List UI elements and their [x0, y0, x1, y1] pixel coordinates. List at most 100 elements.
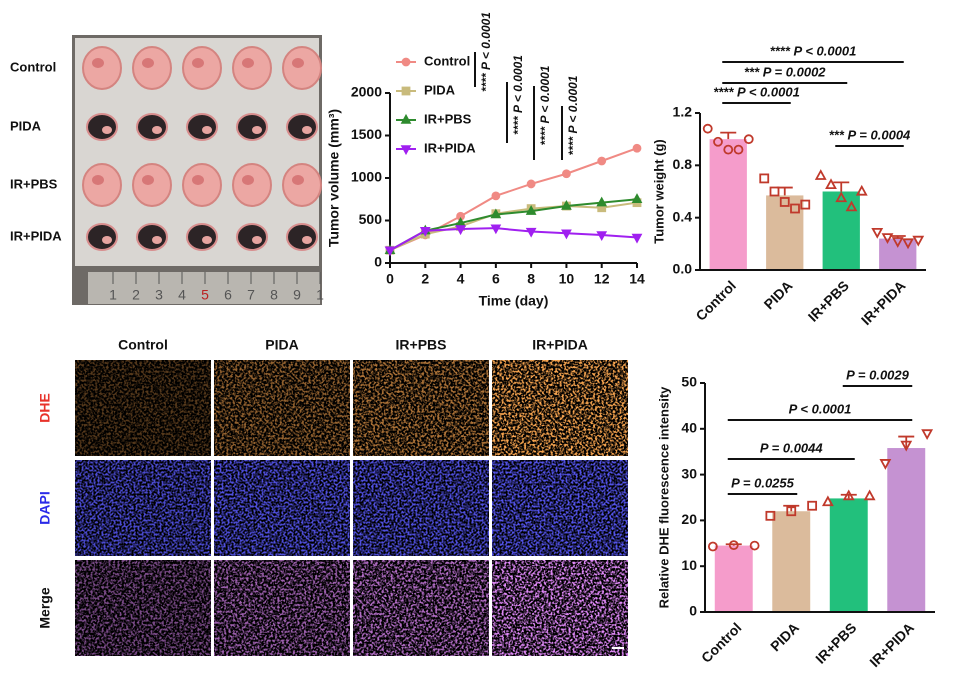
- bar: [714, 545, 753, 612]
- row-label: DHE: [37, 393, 53, 423]
- micrograph: [75, 360, 211, 456]
- y-tick-label: 1500: [351, 126, 382, 142]
- tumor-spot: [102, 236, 112, 244]
- data-point: [728, 540, 739, 551]
- tumor-spot: [292, 175, 304, 185]
- y-tick-label: 0.8: [673, 156, 693, 172]
- micrograph: [75, 460, 211, 556]
- tumor-spot: [152, 236, 162, 244]
- x-tick-label: Control: [698, 619, 745, 666]
- data-point: [525, 205, 537, 215]
- y-tick-label: 10: [681, 557, 697, 573]
- data-point: [891, 237, 904, 248]
- data-point: [779, 197, 790, 207]
- tumor-spot: [242, 175, 254, 185]
- data-point: [419, 226, 431, 237]
- tumor-spot: [202, 126, 212, 134]
- bar: [766, 195, 804, 270]
- tumor-spot: [92, 58, 104, 68]
- tumor-spot: [92, 175, 104, 185]
- error-bar: [833, 181, 850, 192]
- significance-label: *** P = 0.0004: [829, 127, 911, 142]
- tumor-spot: [202, 236, 212, 244]
- data-point: [863, 489, 876, 501]
- x-tick-label: 12: [594, 271, 610, 287]
- legend-marker: [400, 113, 412, 124]
- error-bar: [776, 186, 793, 196]
- tumor: [232, 46, 272, 90]
- tumor-spot: [192, 175, 204, 185]
- tumor: [82, 163, 122, 207]
- data-point: [596, 196, 608, 207]
- data-point: [526, 179, 536, 189]
- row-label: IR+PIDA: [10, 228, 62, 243]
- y-axis-label: Tumor volume (mm³): [326, 109, 342, 247]
- significance-label: P = 0.0044: [760, 440, 824, 455]
- ruler-label: 3: [155, 287, 163, 303]
- series-line: [389, 201, 638, 252]
- tumor: [132, 46, 172, 90]
- significance-label: *** P = 0.0002: [744, 64, 826, 79]
- micrograph: [492, 360, 628, 456]
- significance-label: **** P < 0.0001: [479, 12, 493, 92]
- micrograph: [214, 360, 350, 456]
- tumor: [86, 113, 118, 141]
- data-point: [902, 238, 914, 250]
- tumor: [232, 163, 272, 207]
- significance-label: **** P < 0.0001: [511, 55, 525, 135]
- x-tick-label: 2: [421, 271, 429, 287]
- ruler-label: 5: [201, 287, 209, 303]
- significance-label: **** P < 0.0001: [538, 65, 552, 145]
- tumor-spot: [102, 126, 112, 134]
- bar: [709, 139, 747, 270]
- tumor-spot: [302, 126, 312, 134]
- x-tick-label: 0: [386, 271, 394, 287]
- data-point: [455, 216, 466, 227]
- data-point: [855, 184, 868, 196]
- data-point: [769, 186, 780, 197]
- tumor: [136, 223, 168, 251]
- x-axis-label: Time (day): [479, 293, 549, 309]
- data-point: [881, 233, 894, 244]
- x-tick-label: 8: [527, 271, 535, 287]
- row-label: IR+PBS: [10, 176, 58, 191]
- legend-label: IR+PBS: [424, 111, 472, 126]
- ruler-label: 6: [224, 287, 232, 303]
- x-tick-label: IR+PBS: [805, 277, 852, 324]
- tumor: [286, 113, 318, 141]
- micrograph: [214, 460, 350, 556]
- data-point: [490, 208, 502, 219]
- y-axis-label: Relative DHE fluorescence intensity: [656, 386, 671, 609]
- bar: [829, 498, 868, 612]
- tumor: [236, 223, 268, 251]
- data-point: [807, 500, 818, 511]
- ruler-label: 2: [132, 287, 140, 303]
- micrograph: [492, 560, 628, 656]
- x-tick-label: PIDA: [761, 277, 796, 312]
- tumor: [236, 113, 268, 141]
- data-point: [821, 495, 834, 507]
- data-point: [733, 144, 744, 155]
- y-tick-label: 40: [681, 420, 697, 436]
- ruler-label: 7: [247, 287, 255, 303]
- column-label: IR+PBS: [396, 337, 447, 353]
- y-tick-label: 1.2: [673, 104, 693, 120]
- data-point: [900, 440, 913, 452]
- micrograph: [353, 360, 489, 456]
- tumor-spot: [142, 58, 154, 68]
- y-tick-label: 2000: [351, 84, 382, 100]
- column-label: Control: [118, 337, 168, 353]
- ruler-label: 8: [270, 287, 278, 303]
- data-point: [825, 178, 837, 190]
- ruler-label: 9: [293, 287, 301, 303]
- x-tick-label: IR+PBS: [812, 619, 859, 666]
- error-bar: [725, 543, 742, 546]
- ruler-label: 1: [109, 287, 117, 303]
- micrograph: [214, 560, 350, 656]
- x-tick-label: Control: [692, 277, 739, 324]
- tumor: [186, 223, 218, 251]
- series-line: [389, 227, 638, 252]
- y-tick-label: 500: [359, 211, 383, 227]
- data-point: [842, 489, 855, 501]
- ruler-label: 4: [178, 287, 186, 303]
